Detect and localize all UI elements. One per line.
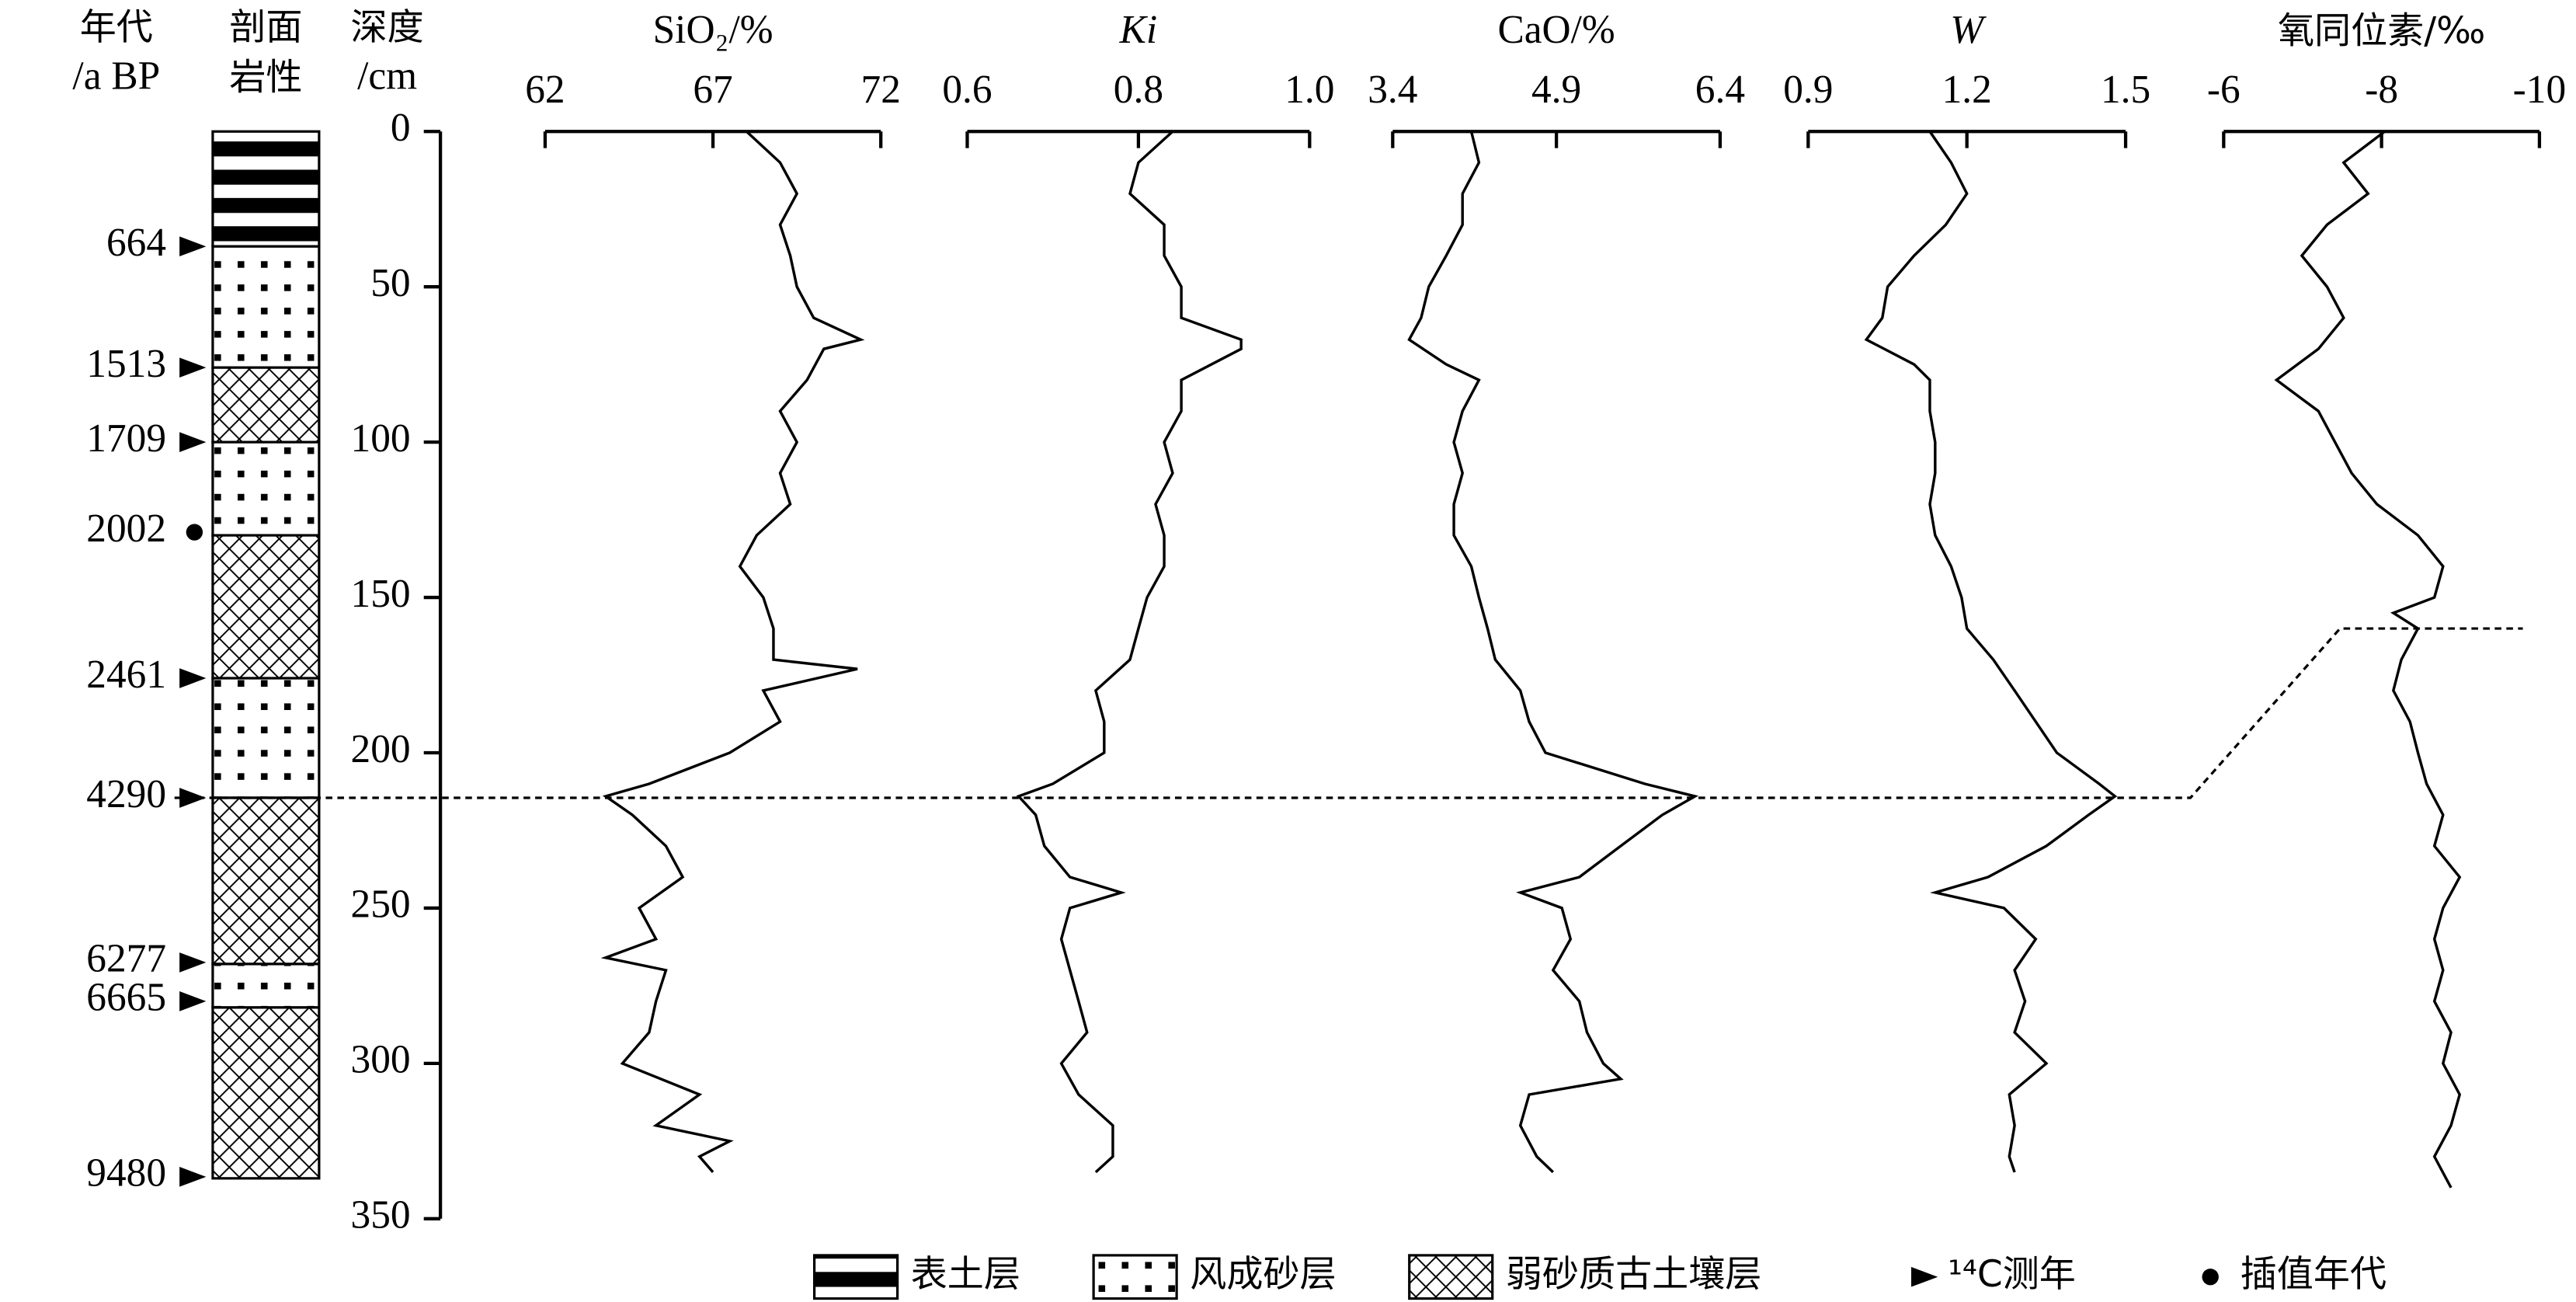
age-header: /a BP <box>72 54 160 99</box>
x-tick-label: 3.4 <box>1368 68 1417 112</box>
panel-title: 氧同位素/‰ <box>2278 9 2485 52</box>
correlation-line <box>174 627 2523 799</box>
legend-label: 插值年代 <box>2241 1253 2387 1296</box>
x-tick-label: 0.8 <box>1114 68 1163 112</box>
legend-label: 弱砂质古土壤层 <box>1506 1253 1762 1296</box>
x-tick-label: 72 <box>861 68 901 112</box>
c14-marker <box>179 952 207 973</box>
x-tick-label: 62 <box>525 68 565 112</box>
age-label: 2461 <box>86 653 166 697</box>
age-label: 1513 <box>86 342 166 386</box>
x-tick-label: 0.9 <box>1783 68 1833 112</box>
x-tick-label: 0.6 <box>942 68 992 112</box>
legend-label: 风成砂层 <box>1190 1253 1336 1296</box>
lithology-layer <box>211 440 321 537</box>
legend-patch <box>812 1254 899 1300</box>
lithology-layer <box>211 366 321 444</box>
lithology-layer <box>211 534 321 680</box>
panel-title: Ki <box>1119 8 1158 52</box>
x-tick-label: -10 <box>2513 68 2566 112</box>
lithology-layer <box>211 677 321 799</box>
age-label: 6665 <box>86 976 166 1020</box>
legend-patch <box>1092 1254 1178 1300</box>
panel-title: CaO/% <box>1498 8 1615 52</box>
age-label: 1709 <box>86 416 166 461</box>
lithology-header: 岩性 <box>229 56 302 99</box>
ylabel: /cm <box>357 54 417 99</box>
profile-line <box>2274 130 2462 1189</box>
profile-line <box>1016 130 1243 1174</box>
y-tick-label: 250 <box>351 883 411 927</box>
y-tick-label: 150 <box>351 572 411 616</box>
panel-title: W <box>1950 8 1987 52</box>
c14-marker <box>179 991 207 1011</box>
c14-marker <box>179 357 207 378</box>
x-tick-label: -8 <box>2365 68 2398 112</box>
lithology-layer <box>211 963 321 1009</box>
y-tick-label: 100 <box>351 416 411 461</box>
y-tick-label: 350 <box>351 1193 411 1238</box>
age-label: 2002 <box>86 507 166 551</box>
legend-label: 表土层 <box>911 1253 1020 1296</box>
lithology-layer <box>211 245 321 369</box>
panel-title: SiO₂/% <box>653 8 773 52</box>
legend-interpolated-marker <box>2202 1269 2219 1286</box>
lithology-layer <box>211 796 321 966</box>
x-tick-label: 1.5 <box>2101 68 2150 112</box>
x-tick-label: 1.2 <box>1942 68 1992 112</box>
age-label: 664 <box>106 221 166 265</box>
age-label: 4290 <box>86 772 166 816</box>
c14-marker <box>179 1166 207 1187</box>
interpolated-marker <box>186 524 203 541</box>
age-label: 6277 <box>86 937 166 981</box>
c14-marker <box>179 236 207 257</box>
x-tick-label: 6.4 <box>1695 68 1745 112</box>
age-header: 年代 <box>80 6 153 49</box>
x-tick-label: -6 <box>2207 68 2241 112</box>
legend-c14-marker <box>1911 1266 1938 1287</box>
profile-line <box>1864 131 2118 1173</box>
profile-line <box>600 130 865 1174</box>
c14-marker <box>179 668 207 688</box>
profile-line <box>1407 131 1699 1174</box>
x-tick-label: 67 <box>693 68 732 112</box>
lithology-layer <box>211 130 321 248</box>
y-tick-label: 50 <box>370 261 410 305</box>
legend-label: ¹⁴C测年 <box>1948 1253 2076 1296</box>
x-tick-label: 1.0 <box>1285 68 1334 112</box>
x-tick-label: 4.9 <box>1531 68 1581 112</box>
age-label: 9480 <box>86 1151 166 1196</box>
y-tick-label: 200 <box>351 727 411 771</box>
legend-patch <box>1408 1254 1494 1300</box>
lithology-layer <box>211 1006 321 1180</box>
y-tick-label: 300 <box>351 1038 411 1082</box>
ylabel: 深度 <box>351 6 424 49</box>
c14-marker <box>179 432 207 452</box>
y-tick-label: 0 <box>391 106 411 150</box>
lithology-header: 剖面 <box>229 6 302 49</box>
